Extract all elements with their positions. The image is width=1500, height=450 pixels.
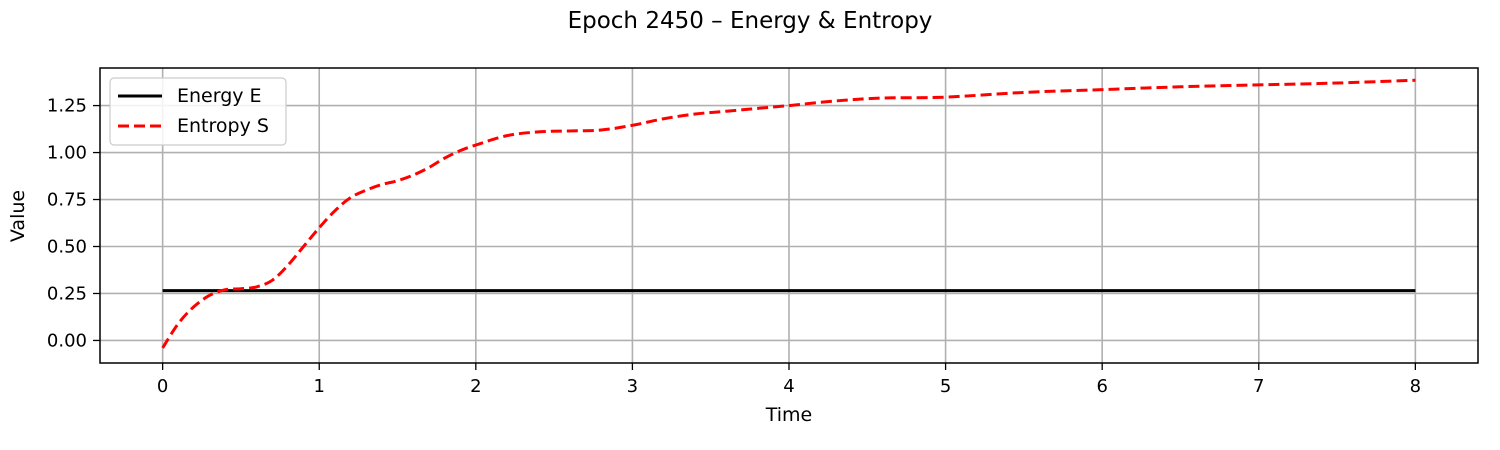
- y-tick-label: 1.25: [47, 96, 87, 117]
- series-layer: [161, 78, 1416, 349]
- series-line-1: [161, 78, 1416, 349]
- y-tick-label: 0.25: [47, 283, 87, 304]
- x-tick-label: 0: [157, 376, 168, 397]
- grid: [100, 68, 1478, 363]
- x-axis-title: Time: [765, 404, 813, 426]
- y-tick-label: 0.75: [47, 190, 87, 211]
- y-tick-label: 0.00: [47, 330, 87, 351]
- x-tick-label: 1: [314, 376, 325, 397]
- legend-label-entropy: Entropy S: [177, 115, 269, 137]
- x-tick-label: 3: [627, 376, 638, 397]
- legend-label-energy: Energy E: [177, 85, 262, 107]
- x-tick-label: 5: [940, 376, 951, 397]
- ticks: 0 1 2 3 4 5 6 7 8 0.00 0.25 0.50 0.75 1.00 1.25: [47, 96, 1421, 397]
- x-tick-label: 4: [783, 376, 794, 397]
- chart-title: Epoch 2450 – Energy & Entropy: [568, 8, 933, 34]
- y-axis-title: Value: [7, 190, 29, 242]
- y-tick-label: 1.00: [47, 143, 87, 164]
- x-tick-label: 6: [1096, 376, 1107, 397]
- y-tick-label: 0.50: [47, 237, 87, 258]
- x-tick-label: 2: [470, 376, 481, 397]
- x-tick-label: 7: [1253, 376, 1264, 397]
- x-tick-label: 8: [1410, 376, 1421, 397]
- legend: Energy E Entropy S: [109, 77, 287, 146]
